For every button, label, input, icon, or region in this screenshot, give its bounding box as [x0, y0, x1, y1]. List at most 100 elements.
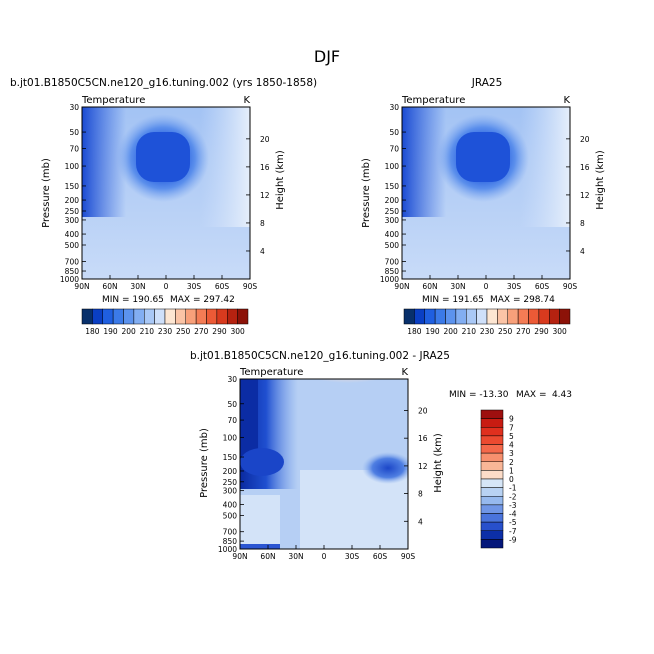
colorbar-swatch — [227, 308, 238, 325]
colorbar-label: 200 — [444, 327, 459, 336]
colorbar-label: 230 — [158, 327, 173, 336]
y-tick-label: 250 — [223, 478, 238, 487]
colorbar-swatch — [538, 308, 550, 325]
y-tick-label: 300 — [65, 216, 80, 225]
y-tick-label: 700 — [223, 528, 238, 537]
colorbar-swatch — [480, 452, 504, 462]
y-tick-label: 70 — [389, 145, 399, 154]
y2-tick-label: 12 — [418, 462, 428, 471]
colorbar-label: -5 — [509, 518, 517, 527]
colorbar-label: 190 — [425, 327, 440, 336]
panel-obs-max: MAX = 298.74 — [490, 295, 555, 305]
colorbar-swatch — [480, 496, 504, 506]
colorbar-swatch — [92, 308, 103, 325]
panel-obs-colorbar: 180 190 200 210 230 250 270 290 300 — [403, 308, 571, 336]
colorbar-label: -3 — [509, 501, 517, 510]
panel-diff-max: MAX = — [516, 390, 547, 400]
colorbar-swatch — [175, 308, 186, 325]
y-tick-label: 150 — [385, 182, 400, 191]
colorbar-swatch — [480, 513, 504, 523]
x-tick-label: 60N — [422, 282, 437, 291]
colorbar-label: 300 — [552, 327, 567, 336]
colorbar-swatch — [528, 308, 540, 325]
colorbar-label: -1 — [509, 484, 517, 493]
x-tick-label: 90N — [74, 282, 89, 291]
colorbar-swatch — [414, 308, 425, 325]
panel-model-y2label: Height (km) — [275, 150, 286, 210]
y-tick-label: 500 — [385, 241, 400, 250]
panel-diff-xticks: 90N 60N 30N 0 30S 60S 90S — [232, 545, 415, 561]
y-tick-label: 50 — [69, 128, 79, 137]
colorbar-swatch — [164, 308, 176, 325]
panel-model: b.jt01.B1850C5CN.ne120_g16.tuning.002 (y… — [10, 77, 317, 336]
panel-model-y2ticks: 20 16 12 8 4 — [246, 135, 270, 256]
y-tick-label: 400 — [385, 230, 400, 239]
x-tick-label: 60N — [260, 552, 275, 561]
panel-model-xticks: 90N 60N 30N 0 30S 60S 90S — [74, 275, 257, 291]
panel-diff-y2ticks: 20 16 12 8 4 — [404, 406, 428, 526]
y2-tick-label: 16 — [418, 434, 428, 443]
colorbar-swatch — [480, 539, 504, 549]
x-tick-label: 0 — [484, 282, 489, 291]
panel-diff: b.jt01.B1850C5CN.ne120_g16.tuning.002 - … — [190, 350, 572, 561]
colorbar-label: 200 — [122, 327, 137, 336]
y-tick-label: 70 — [227, 416, 237, 425]
colorbar-swatch — [206, 308, 218, 325]
colorbar-swatch — [185, 308, 197, 325]
y-tick-label: 700 — [385, 258, 400, 267]
colorbar-label: 7 — [509, 423, 514, 432]
x-tick-label: 0 — [164, 282, 169, 291]
y2-tick-label: 4 — [418, 517, 423, 526]
colorbar-swatch — [480, 461, 504, 471]
colorbar-label: 250 — [498, 327, 513, 336]
y2-tick-label: 8 — [418, 490, 423, 499]
y2-tick-label: 20 — [260, 135, 270, 144]
x-tick-label: 30N — [130, 282, 145, 291]
y2-tick-label: 12 — [580, 191, 590, 200]
colorbar-swatch — [480, 521, 504, 531]
colorbar-swatch — [486, 308, 498, 325]
panel-obs-xticks: 90N 60N 30N 0 30S 60S 90S — [394, 275, 577, 291]
y-tick-label: 850 — [223, 537, 238, 546]
colorbar-label: 1 — [509, 466, 514, 475]
panel-diff-min: MIN = -13.30 — [449, 390, 509, 400]
y-tick-label: 200 — [385, 196, 400, 205]
panel-model-field — [82, 107, 250, 279]
y2-tick-label: 4 — [580, 247, 585, 256]
colorbar-swatch — [559, 308, 571, 325]
figure-title: DJF — [314, 47, 340, 66]
colorbar-swatch — [480, 444, 504, 454]
panel-model-colorbar: 180 190 200 210 230 250 270 290 300 — [81, 308, 249, 336]
panel-diff-title: b.jt01.B1850C5CN.ne120_g16.tuning.002 - … — [190, 350, 450, 362]
panel-obs-min: MIN = 191.65 — [422, 295, 484, 305]
colorbar-swatch — [497, 308, 508, 325]
y-tick-label: 30 — [389, 103, 399, 112]
y-tick-label: 50 — [389, 128, 399, 137]
y2-tick-label: 4 — [260, 247, 265, 256]
y-tick-label: 500 — [223, 511, 238, 520]
colorbar-swatch — [112, 308, 124, 325]
colorbar-swatch — [507, 308, 519, 325]
colorbar-swatch — [424, 308, 436, 325]
panel-obs-field — [402, 107, 570, 279]
panel-model-ylabel: Pressure (mb) — [41, 158, 52, 228]
y2-tick-label: 16 — [580, 163, 590, 172]
y-tick-label: 700 — [65, 258, 80, 267]
colorbar-label: 270 — [194, 327, 209, 336]
colorbar-swatch — [466, 308, 477, 325]
x-tick-label: 60S — [215, 282, 230, 291]
colorbar-label: -2 — [509, 492, 517, 501]
colorbar-swatch — [237, 308, 249, 325]
y-tick-label: 200 — [65, 196, 80, 205]
y-tick-label: 250 — [65, 207, 80, 216]
x-tick-label: 30S — [187, 282, 202, 291]
y-tick-label: 70 — [69, 145, 79, 154]
y-tick-label: 850 — [65, 267, 80, 276]
colorbar-swatch — [195, 308, 207, 325]
colorbar-label: 190 — [103, 327, 118, 336]
colorbar-label: 210 — [140, 327, 155, 336]
panel-obs-variable: Temperature — [401, 95, 465, 106]
y-tick-label: 50 — [227, 400, 237, 409]
